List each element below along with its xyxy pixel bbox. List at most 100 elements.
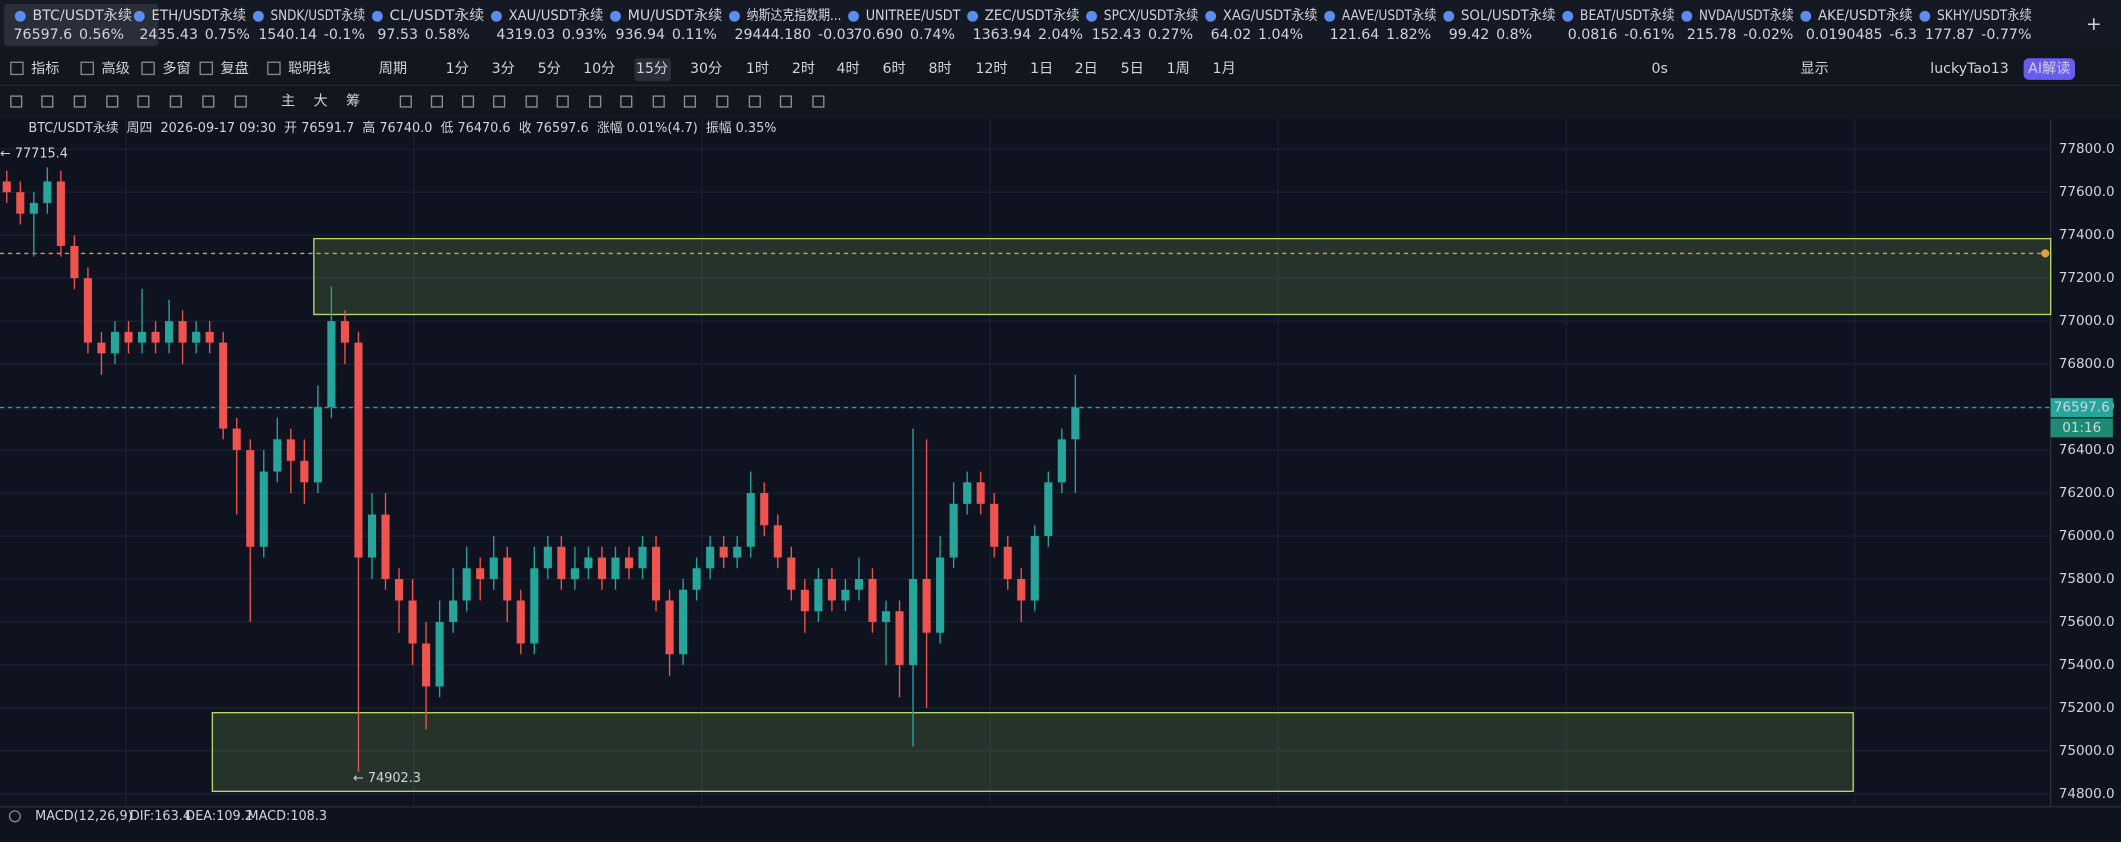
ticker-price[interactable]: 0.0816: [1568, 27, 1618, 43]
timeframe[interactable]: 2日: [1075, 61, 1098, 77]
ticker-price[interactable]: 936.94: [615, 27, 665, 43]
tool-text[interactable]: 主: [281, 94, 295, 110]
zone[interactable]: [313, 237, 2052, 316]
ticker-name[interactable]: BEAT/USDT永续: [1580, 7, 1675, 24]
ticker-price[interactable]: 76597.6: [14, 27, 73, 43]
tool-icon[interactable]: [652, 95, 665, 108]
ticker-change[interactable]: -0.02%: [1743, 27, 1793, 43]
tool-icon[interactable]: [683, 95, 696, 108]
ticker-name[interactable]: XAG/USDT永续: [1223, 7, 1318, 24]
timeframe[interactable]: 5分: [538, 61, 561, 77]
tool-icon[interactable]: [748, 95, 761, 108]
zone[interactable]: [211, 712, 1854, 793]
timeframe[interactable]: 30分: [690, 61, 722, 77]
ticker-price[interactable]: 97.53: [377, 27, 418, 43]
toolbar-item[interactable]: 复盘: [220, 60, 248, 77]
timeframe[interactable]: 8时: [929, 61, 952, 77]
timeframe[interactable]: 4时: [837, 61, 860, 77]
timeframe[interactable]: 2时: [792, 61, 815, 77]
tool-icon[interactable]: [10, 95, 23, 108]
ticker-change[interactable]: 0.8%: [1496, 27, 1532, 43]
ticker-name[interactable]: AAVE/USDT永续: [1342, 7, 1437, 24]
tool-icon[interactable]: [430, 95, 444, 108]
timeframe[interactable]: 10分: [583, 61, 615, 77]
timeframe[interactable]: 1周: [1167, 61, 1190, 77]
user-name[interactable]: luckyTao13: [1930, 61, 2009, 77]
ticker-name[interactable]: AKE/USDT永续: [1818, 7, 1913, 24]
tool-icon[interactable]: [169, 95, 182, 108]
period-label[interactable]: 周期: [379, 61, 407, 77]
toolbar-item[interactable]: 多窗: [162, 60, 190, 77]
tool-icon[interactable]: [620, 95, 633, 108]
ticker-price[interactable]: 1363.94: [973, 27, 1032, 43]
ticker-price[interactable]: 121.64: [1330, 27, 1380, 43]
timeframe[interactable]: 3分: [492, 61, 515, 77]
alert-handle[interactable]: [2041, 249, 2050, 258]
tool-icon[interactable]: [716, 95, 729, 108]
tool-icon[interactable]: [525, 95, 538, 108]
ticker-name[interactable]: CL/USDT永续: [390, 7, 485, 24]
timeframe[interactable]: 1时: [746, 61, 769, 77]
ticker-price[interactable]: 4319.03: [496, 27, 555, 43]
ticker-change[interactable]: 0.75%: [205, 27, 250, 43]
ticker-price[interactable]: 1540.14: [258, 27, 317, 43]
ticker-name[interactable]: XAU/USDT永续: [509, 7, 604, 24]
ticker-change[interactable]: 1.04%: [1258, 27, 1303, 43]
tool-icon[interactable]: [493, 95, 506, 108]
ticker-name[interactable]: NVDA/USDT永续: [1699, 7, 1794, 24]
tool-text[interactable]: 大: [313, 94, 327, 110]
timeframe[interactable]: 1分: [446, 61, 469, 77]
ticker-change[interactable]: -6.3: [1889, 27, 1917, 43]
tool-icon[interactable]: [106, 95, 119, 108]
ticker-price[interactable]: 152.43: [1092, 27, 1142, 43]
ticker-change[interactable]: 0.56%: [79, 27, 124, 43]
ticker-name[interactable]: SPCX/USDT永续: [1104, 7, 1199, 24]
tool-icon[interactable]: [461, 95, 475, 108]
ticker-price[interactable]: 99.42: [1449, 27, 1490, 43]
tool-icon[interactable]: [779, 95, 792, 108]
ticker-price[interactable]: 215.78: [1687, 27, 1737, 43]
ai-button[interactable]: [2023, 58, 2076, 80]
ticker-price[interactable]: 70.690: [854, 27, 904, 43]
tool-icon[interactable]: [589, 95, 602, 108]
tool-icon[interactable]: [137, 95, 150, 108]
ticker-change[interactable]: 0.11%: [672, 27, 717, 43]
ticker-price[interactable]: 0.0190485: [1806, 27, 1883, 43]
ticker-name[interactable]: ZEC/USDT永续: [985, 7, 1080, 24]
ticker-name[interactable]: 纳斯达克指数期...: [747, 8, 842, 24]
ticker-change[interactable]: 0.58%: [425, 27, 470, 43]
timeframe[interactable]: 15分: [636, 61, 668, 77]
tool-icon[interactable]: [234, 95, 247, 108]
ticker-name[interactable]: MU/USDT永续: [628, 7, 723, 24]
ai-button-label[interactable]: AI解读: [2028, 60, 2070, 77]
ticker-name[interactable]: SKHY/USDT永续: [1937, 7, 2032, 24]
ticker-price[interactable]: 64.02: [1211, 27, 1252, 43]
tool-icon[interactable]: [202, 95, 215, 108]
timeframe[interactable]: 5日: [1121, 61, 1144, 77]
ticker-change[interactable]: 1.82%: [1386, 27, 1431, 43]
ticker-price[interactable]: 2435.43: [139, 27, 198, 43]
ticker-change[interactable]: 0.74%: [910, 27, 955, 43]
macd-icon[interactable]: [8, 810, 21, 823]
tool-icon[interactable]: [556, 95, 569, 108]
timeframe[interactable]: 1日: [1030, 61, 1053, 77]
ticker-name[interactable]: SNDK/USDT永续: [271, 7, 366, 24]
ticker-change[interactable]: -0.77%: [1981, 27, 2031, 43]
ticker-change[interactable]: 2.04%: [1038, 27, 1083, 43]
ticker-change[interactable]: 0.27%: [1148, 27, 1193, 43]
toolbar-item[interactable]: 高级: [101, 60, 129, 77]
ticker-change[interactable]: 0.93%: [562, 27, 607, 43]
timeframe[interactable]: 6时: [883, 61, 906, 77]
add-ticker[interactable]: +: [2086, 13, 2102, 35]
ticker-change[interactable]: -0.03: [818, 27, 855, 43]
tool-icon[interactable]: [73, 95, 86, 108]
ticker-price[interactable]: 177.87: [1925, 27, 1975, 43]
timeframe[interactable]: 12时: [975, 61, 1007, 77]
display-toggle[interactable]: 显示: [1800, 61, 1828, 77]
ticker-price[interactable]: 29444.180: [735, 27, 812, 43]
ticker-change[interactable]: -0.1%: [324, 27, 365, 43]
timeframe[interactable]: 1月: [1213, 61, 1236, 77]
toolbar-item[interactable]: 聪明钱: [288, 61, 331, 77]
ticker-name[interactable]: ETH/USDT永续: [152, 7, 247, 24]
ticker-change[interactable]: -0.61%: [1624, 27, 1674, 43]
